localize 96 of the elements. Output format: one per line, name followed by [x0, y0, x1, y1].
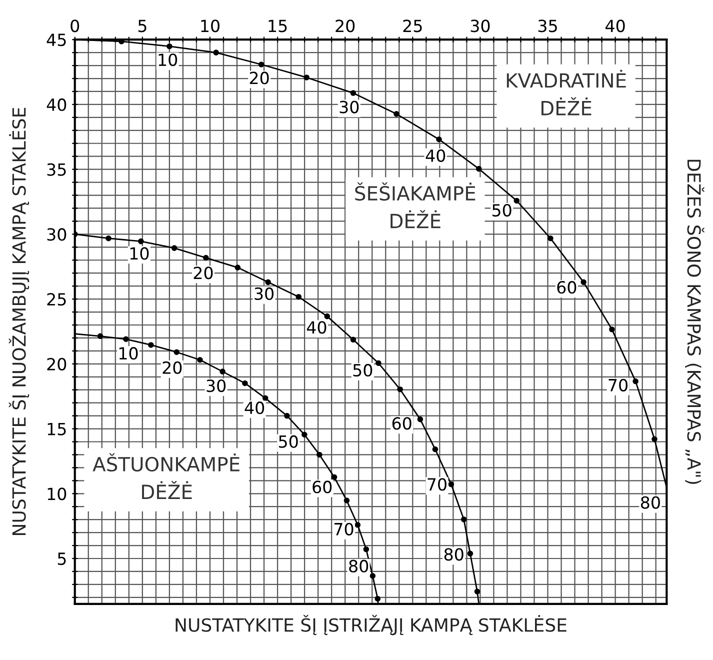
annotation: 80: [444, 548, 464, 561]
annotation: 40: [244, 402, 264, 414]
y-tick-label: 20: [47, 358, 66, 370]
point: [344, 498, 350, 504]
point: [138, 238, 144, 244]
point: [432, 446, 438, 452]
annotation: 10: [130, 247, 149, 260]
point: [258, 62, 264, 68]
annotation: 60: [557, 281, 576, 294]
y-tick-label: 10: [48, 488, 66, 500]
y-tick-label: 45: [46, 34, 66, 46]
point: [632, 378, 638, 384]
point: [284, 412, 290, 419]
point: [436, 136, 442, 142]
annotation: 10: [158, 53, 178, 66]
x-tick-label: 5: [138, 20, 146, 32]
point: [376, 360, 382, 366]
annotation: AŠTUONKAMPĖ DĖŽĖ: [92, 453, 240, 499]
point: [234, 264, 241, 270]
annotation: 70: [428, 478, 446, 491]
annotation: 60: [312, 480, 332, 494]
point: [370, 572, 376, 579]
annotation: 50: [353, 364, 372, 377]
point: [304, 74, 310, 80]
annotation: 50: [279, 435, 298, 448]
annotation: 20: [194, 266, 213, 280]
y-tick-label: 25: [47, 293, 66, 306]
point: [397, 386, 403, 392]
annotation: 30: [206, 379, 226, 392]
annotation: 30: [254, 287, 274, 300]
x-tick-label: 15: [268, 20, 287, 32]
annotation: 80: [349, 560, 368, 572]
x-tick-label: 35: [538, 20, 557, 32]
annotation: 70: [334, 522, 354, 536]
point: [652, 436, 658, 442]
point: [514, 198, 520, 204]
annotation: 80: [640, 496, 660, 509]
point: [174, 349, 180, 355]
annotation: 70: [608, 378, 628, 392]
y-tick-label: 15: [48, 422, 66, 436]
annotation: 60: [392, 417, 412, 430]
point: [316, 452, 322, 458]
point: [474, 588, 480, 594]
point: [262, 395, 268, 402]
annotation: 20: [250, 72, 269, 84]
point: [97, 333, 104, 340]
annotation: 10: [119, 347, 138, 360]
point: [197, 357, 203, 363]
x-tick-label: 20: [336, 20, 355, 32]
point: [548, 235, 554, 242]
point: [242, 380, 248, 386]
point: [171, 245, 178, 251]
x-tick-label: 40: [606, 20, 625, 32]
point: [580, 279, 586, 286]
point: [123, 336, 129, 342]
point: [324, 313, 330, 320]
x-tick-label: 30: [470, 20, 490, 32]
point: [220, 368, 226, 374]
point: [460, 516, 467, 522]
point: [296, 294, 302, 300]
point: [166, 43, 172, 50]
annotation: 20: [162, 361, 182, 374]
annotation: 30: [340, 100, 359, 114]
annotation: ŠEŠIAKAMPĖ DĖŽĖ: [355, 182, 476, 228]
point: [354, 522, 361, 528]
point: [374, 596, 381, 602]
y-tick-label: 5: [58, 552, 66, 566]
point: [203, 254, 209, 261]
point: [417, 416, 424, 422]
annotation: KVADRATINĖ DĖŽĖ: [506, 70, 626, 116]
y-tick-label: 40: [46, 98, 66, 112]
point: [148, 342, 154, 348]
annotation: 40: [426, 149, 446, 162]
y-axis-title: NUSTATYKITE ŠĮ NUOŽAMBŲJĮ KAMPĄ STAKLĖSE: [8, 108, 30, 535]
point: [476, 166, 482, 172]
point: [363, 546, 370, 552]
annotation: 50: [492, 204, 512, 217]
y-tick-label: 35: [47, 163, 66, 176]
point: [350, 90, 356, 96]
x-tick-label: 0: [70, 20, 80, 32]
point: [106, 235, 112, 242]
point: [213, 50, 219, 56]
point: [350, 336, 356, 343]
point: [448, 481, 454, 488]
point: [265, 279, 271, 286]
point: [331, 474, 338, 480]
annotation: 40: [306, 321, 326, 334]
y-tick-label: 30: [47, 228, 66, 241]
point: [609, 326, 615, 332]
x-tick-label: 25: [403, 20, 422, 32]
point: [394, 111, 400, 117]
text: DEŽES ŠONO KAMPAS (KAMPAS „A"): [685, 160, 704, 484]
x-tick-label: 10: [201, 20, 220, 32]
point: [467, 550, 474, 556]
x-axis-title: NUSTATYKITE ŠĮ ĮSTRIŽĄJĮ KAMPĄ STAKLĖSE: [176, 614, 566, 636]
point: [302, 432, 308, 438]
